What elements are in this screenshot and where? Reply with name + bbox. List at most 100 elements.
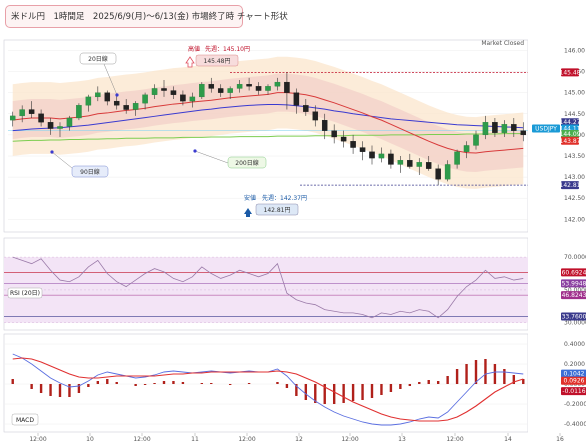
macd-histogram-bar — [314, 384, 317, 403]
candle-body — [454, 151, 460, 165]
macd-histogram-bar — [30, 384, 33, 389]
macd-y-tick: -0.4000 — [564, 421, 586, 428]
macd-histogram-bar — [134, 384, 137, 386]
macd-histogram-bar — [153, 383, 156, 384]
price-tag-label: 144.27 — [560, 119, 581, 126]
candle-body — [246, 84, 252, 87]
macd-histogram-bar — [247, 383, 251, 384]
high-value-box — [195, 54, 239, 67]
macd-histogram-bar — [323, 384, 326, 404]
candle-body — [331, 130, 337, 138]
price-tag-bg — [561, 130, 579, 139]
candle-body — [407, 160, 413, 167]
rsi-level-tag — [561, 291, 586, 300]
candle-body — [340, 136, 347, 142]
candle-body — [66, 117, 73, 127]
candle-body — [161, 88, 167, 91]
candle-body — [350, 141, 356, 148]
macd-histogram-bar — [68, 384, 71, 397]
candle-body — [425, 162, 432, 169]
price-tag-label: 142.81 — [560, 182, 581, 189]
candle-body — [113, 100, 120, 106]
up-arrow-low-icon — [244, 208, 252, 217]
macd-level-label: 0.1042 — [564, 371, 585, 378]
x-tick-label: 13 — [398, 436, 406, 442]
price-tag-label: 144.09 — [560, 131, 581, 138]
macd-histogram-bar — [285, 384, 289, 388]
candle-body — [85, 96, 92, 106]
macd-histogram-bar — [418, 382, 421, 384]
x-tick-label: 12:00 — [238, 436, 255, 442]
chart-title-box: 米ドル円 1時間足 2025/6/9(月)～6/13(金) 市場終了時 チャート… — [5, 5, 288, 28]
macd-histogram-bar — [361, 384, 364, 400]
candle-body — [482, 122, 489, 136]
macd-histogram-bar — [389, 384, 393, 392]
candle-body — [312, 111, 319, 121]
macd-histogram-bar — [49, 384, 52, 396]
price-tag-bg — [561, 118, 579, 127]
candle-body — [28, 109, 35, 114]
macd-histogram-bar — [115, 382, 118, 384]
x-tick-label: 12:00 — [446, 436, 463, 442]
candle-body — [293, 92, 300, 106]
candle-body — [104, 92, 111, 102]
x-tick-label: 12:00 — [133, 436, 150, 442]
rsi-level-tag — [561, 312, 586, 321]
candle-body — [57, 126, 63, 129]
macd-histogram-bar — [276, 382, 279, 384]
macd-histogram-bar — [474, 360, 478, 384]
macd-histogram-bar — [143, 384, 147, 385]
macd-histogram-bar — [351, 384, 355, 401]
ma90-marker — [50, 150, 54, 154]
macd-histogram-bar — [408, 384, 412, 386]
macd-histogram-bar — [399, 384, 402, 389]
price-tag-bg — [561, 181, 579, 190]
macd-level-tag — [561, 387, 586, 396]
macd-histogram-bar — [484, 359, 487, 384]
macd-histogram-bar — [455, 369, 459, 384]
macd-histogram-bar — [96, 381, 100, 384]
rsi-level-label: 53.9948 — [562, 280, 586, 287]
price-tag-bg — [532, 124, 560, 133]
ma20-marker — [115, 93, 119, 97]
candle-body — [303, 105, 309, 112]
macd-histogram-bar — [446, 376, 449, 384]
price-y-tick: 144.50 — [564, 111, 585, 118]
macd-y-tick: -0.2000 — [564, 401, 586, 408]
price-tag-label: USDJPY — [535, 126, 557, 133]
macd-histogram-bar — [87, 384, 90, 387]
macd-histogram-bar — [77, 384, 81, 393]
candle-body — [123, 105, 129, 110]
rsi-line — [12, 256, 524, 319]
low-label: 安値 — [244, 194, 256, 202]
macd-histogram-bar — [106, 379, 109, 384]
price-tag-bg — [561, 68, 579, 77]
macd-signal-line — [12, 357, 524, 422]
price-y-tick: 142.50 — [564, 195, 585, 202]
ma200-line — [12, 133, 524, 142]
rsi-label-box — [7, 287, 43, 299]
price-y-tick: 145.00 — [564, 90, 585, 97]
candle-body — [142, 94, 148, 104]
rsi-level-tag — [561, 268, 586, 277]
candle-body — [444, 164, 451, 180]
candle-body — [520, 130, 527, 136]
bollinger-band-inner — [12, 73, 524, 173]
macd-histogram-bar — [342, 384, 345, 403]
high-value-label: 145.48円 — [204, 58, 231, 65]
candle-body — [38, 113, 44, 123]
candle-body — [255, 86, 262, 91]
macd-y-tick: 0.2000 — [564, 361, 585, 368]
candle-body — [47, 122, 54, 129]
candle-body — [501, 124, 508, 133]
low-value-box — [255, 203, 299, 216]
candle-body — [397, 160, 404, 165]
candle-body — [236, 84, 243, 89]
candle-body — [359, 147, 366, 152]
candle-body — [274, 81, 281, 87]
candle-body — [463, 145, 470, 152]
candle-body — [217, 88, 224, 93]
low-prev-week-label: 先週：142.37円 — [262, 194, 307, 202]
candle-body — [76, 105, 82, 119]
